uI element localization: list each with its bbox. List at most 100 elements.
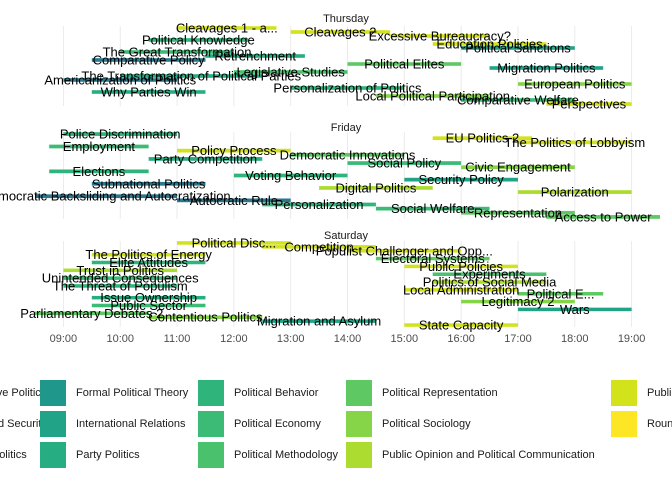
session-label: The Politics of Lobbyism [504,135,645,150]
session-label: Employment [63,139,136,154]
session-bar [319,186,433,190]
session-bar [432,272,547,276]
session-label: Retrenchment [214,49,296,64]
session-label: Democratic Backsliding and Autocratizati… [0,189,231,204]
legend-label: Formal Political Theory [76,387,189,399]
session-bar [262,319,376,323]
session-bar [233,70,348,74]
x-tick-label: 11:00 [164,333,191,345]
legend-label: International Relations [76,418,186,430]
legend-key [611,380,637,406]
legend-item: Political Methodology [198,442,338,468]
session-label: Local Administration [403,282,519,297]
session-label: Subnational Politics [92,176,206,191]
session-bar [517,82,632,86]
session-label: Political Sanctions [465,41,571,56]
session-bar [375,94,490,98]
session-label: Legitimacy 2 [481,294,554,309]
x-tick-label: 19:00 [618,333,646,345]
session-label: Political Knowledge [142,33,255,48]
session-bar [63,284,178,288]
session-bar [390,34,490,38]
session-label: Party Competition [154,151,257,166]
panel-strip-label: Saturday [324,230,369,242]
panel-friday: Friday Police Discrimination EU Politics 2… [0,122,660,224]
session-bar [148,157,263,161]
session-bar [404,264,518,269]
session-label: Voting Behavior [245,168,337,183]
session-label: Excessive Bureaucracy? [369,29,511,44]
session-bar [489,66,604,70]
session-bar [35,311,149,316]
session-bar [375,206,490,211]
legend-label: Party Politics [76,449,140,461]
session-label: Populist Challenger and Opp... [316,243,493,258]
session-bar [262,202,376,207]
session-label: Contentious Politics [148,310,263,325]
session-label: Electoral Systems [381,251,486,266]
session-bar [546,102,632,106]
session-label: Social Welfare [391,201,475,216]
legend-key [40,380,66,406]
session-label: Perspectives [552,97,627,112]
legend-label: Public Opinion and Political Communicati… [382,449,595,461]
x-tick-label: 16:00 [447,333,475,345]
legend-item: Party Politics [40,442,140,468]
legend-label: Political Economy [234,418,321,430]
legend-item: International Relations [40,411,185,437]
timeline-chart: Thursday Cleavages 1 - a... Cleavages 2Exc… [0,13,660,345]
session-label: European Politics [524,77,626,92]
legend-item: Political Behavior [198,380,318,406]
session-label: Access to Power [555,209,652,224]
legend-item: Electoral Politics [0,442,27,468]
session-bar [404,323,518,327]
legend-label: Conflict and Security [0,418,47,430]
session-label: Comparative Policy [93,53,205,68]
legend-item: Political Representation [346,380,498,406]
session-bar [262,245,376,249]
legend-label: Political Methodology [234,449,338,461]
session-bar [49,169,149,174]
session-label: Police Discrimination [60,127,181,142]
session-label: Civic Engagement [465,160,571,175]
legend-key [198,442,224,468]
session-label: Comparative Welfare [457,93,579,108]
session-bar [91,58,206,62]
session-bar [347,62,462,66]
session-label: Local Political Participation [355,89,510,104]
session-bar [517,307,632,312]
x-tick-label: 13:00 [277,333,305,345]
legend-key [346,380,372,406]
session-label: Political Disc... [192,235,277,250]
session-bar [432,280,547,284]
session-label: Elections [73,164,126,179]
session-bar [177,198,291,203]
session-label: Representation [474,205,562,220]
session-bar [35,194,178,199]
x-tick-label: 17:00 [504,333,532,345]
legend-label: Political Sociology [382,418,471,430]
session-label: Polarization [541,185,609,200]
legend-label: Comparative Politics [0,387,47,399]
session-label: State Capacity [419,318,504,333]
legend-label: Roundtable [647,418,672,430]
session-bar [290,86,405,90]
session-bar [517,140,632,145]
session-label: Legislative Studies [236,65,345,80]
session-bar [461,98,575,102]
session-label: Wars [560,302,590,317]
session-bar [91,252,206,257]
session-label: Trust in Politics [76,263,164,278]
session-label: Why Parties Win [101,85,197,100]
session-bar [517,292,604,296]
session-bar [63,268,178,273]
session-bar [375,256,490,261]
session-label: Cleavages 2 [304,25,376,40]
session-label: Cleavages 1 - a... [176,21,278,36]
legend-key [40,411,66,437]
session-label: Migration and Asylum [257,314,381,329]
session-bar [461,299,575,304]
session-bar [432,42,547,46]
x-tick-label: 10:00 [106,333,134,345]
session-label: Elite Attitudes [109,255,188,270]
